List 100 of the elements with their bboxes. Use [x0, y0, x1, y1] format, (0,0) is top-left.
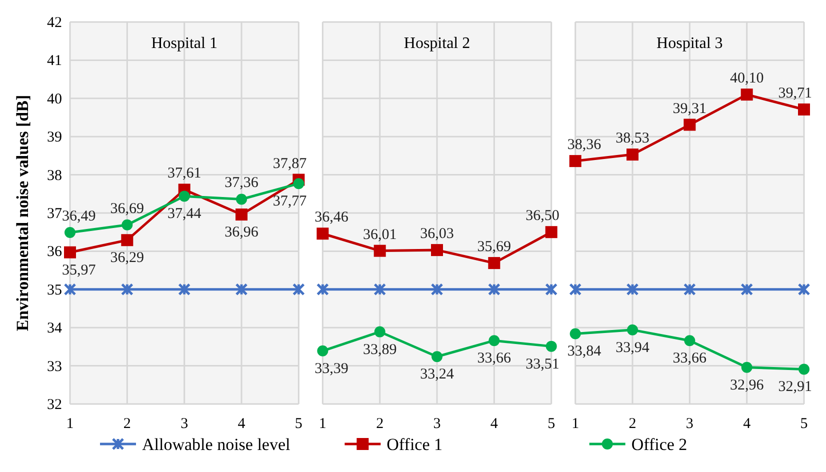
data-label: 36,96 — [224, 224, 259, 241]
y-tick-label: 40 — [47, 91, 62, 108]
x-tick-label: 5 — [294, 416, 302, 432]
x-tick-label: 3 — [180, 416, 188, 432]
legend-label: Office 2 — [631, 435, 688, 454]
point — [569, 283, 582, 296]
point — [64, 246, 76, 258]
data-label: 35,69 — [477, 239, 512, 256]
x-tick-label: 4 — [490, 416, 498, 432]
x-tick-label: 5 — [800, 416, 808, 432]
data-label: 36,69 — [110, 200, 144, 217]
y-tick-label: 38 — [47, 168, 62, 184]
point — [798, 283, 810, 296]
point — [374, 244, 386, 257]
point — [236, 194, 247, 205]
point — [120, 283, 134, 296]
x-tick-label: 2 — [123, 416, 131, 432]
data-label: 39,31 — [672, 100, 707, 117]
point — [684, 118, 696, 131]
x-tick-label: 5 — [548, 416, 556, 432]
point — [374, 326, 386, 338]
data-label: 40,10 — [730, 70, 764, 87]
x-tick-label: 4 — [743, 416, 752, 432]
y-axis-title: Environmental noise values [dB] — [13, 94, 32, 332]
point — [683, 283, 696, 296]
y-tick-label: 41 — [47, 53, 62, 70]
data-label: 36,03 — [420, 226, 454, 242]
y-tick-label: 32 — [47, 397, 62, 413]
point — [316, 228, 329, 240]
point — [488, 283, 500, 296]
data-label: 36,46 — [314, 210, 349, 226]
x-tick-label: 2 — [628, 416, 636, 432]
point — [545, 226, 558, 238]
data-label: 37,77 — [272, 194, 308, 210]
point — [627, 324, 638, 336]
x-tick-label: 3 — [686, 416, 694, 432]
point — [570, 328, 581, 340]
point — [64, 226, 76, 238]
data-label: 37,61 — [167, 166, 202, 182]
point — [121, 234, 134, 246]
point — [432, 351, 442, 362]
data-label: 33,84 — [567, 344, 602, 360]
data-label: 32,91 — [778, 379, 812, 396]
point — [488, 335, 500, 346]
point — [740, 283, 754, 296]
data-label: 37,87 — [272, 156, 308, 172]
data-label: 37,36 — [224, 175, 259, 192]
point — [626, 148, 638, 161]
x-tick-label: 2 — [376, 416, 384, 432]
y-tick-label: 33 — [47, 358, 62, 375]
data-label: 37,44 — [167, 206, 202, 222]
point — [178, 283, 191, 296]
text: Hospital 2 — [404, 35, 470, 52]
point — [740, 88, 753, 101]
x-tick-label: 1 — [572, 416, 580, 432]
point — [316, 283, 329, 296]
point — [317, 345, 328, 356]
legend-label: Allowable noise level — [142, 435, 291, 454]
data-label: 35,97 — [62, 262, 96, 278]
point — [122, 219, 133, 230]
text: Hospital 3 — [656, 35, 723, 52]
point — [431, 244, 443, 256]
x-tick-label: 1 — [318, 416, 326, 432]
point — [64, 283, 76, 296]
data-label: 36,29 — [110, 250, 144, 266]
point — [684, 335, 696, 346]
y-tick-label: 42 — [47, 15, 62, 31]
point — [569, 155, 582, 168]
point — [293, 178, 304, 190]
point — [798, 364, 810, 375]
legend-label: Office 1 — [386, 435, 443, 454]
point — [488, 257, 500, 270]
data-label: 33,66 — [477, 350, 512, 367]
data-label: 33,89 — [362, 342, 397, 358]
data-label: 33,24 — [420, 366, 454, 383]
data-label: 36,01 — [362, 226, 397, 243]
point — [292, 283, 305, 296]
point — [235, 283, 248, 296]
data-label: 32,96 — [730, 377, 764, 394]
y-tick-label: 35 — [47, 282, 62, 298]
y-tick-label: 37 — [47, 206, 62, 222]
x-tick-label: 3 — [433, 416, 441, 432]
data-label: 38,53 — [616, 130, 650, 147]
point — [626, 283, 639, 296]
y-tick-label: 34 — [47, 320, 62, 337]
x-tick-label: 4 — [238, 416, 246, 432]
data-label: 36,50 — [526, 208, 560, 224]
point — [741, 362, 752, 373]
data-label: 33,94 — [616, 340, 650, 356]
text: Hospital 1 — [151, 35, 218, 52]
point — [545, 283, 558, 296]
point — [374, 283, 386, 296]
point — [798, 103, 810, 116]
x-tick-label: 1 — [66, 416, 74, 432]
point — [178, 190, 190, 202]
data-label: 33,51 — [526, 356, 560, 372]
data-label: 38,36 — [567, 137, 602, 154]
data-label: 33,66 — [672, 350, 708, 367]
point — [236, 208, 248, 221]
y-tick-label: 36 — [47, 244, 62, 260]
